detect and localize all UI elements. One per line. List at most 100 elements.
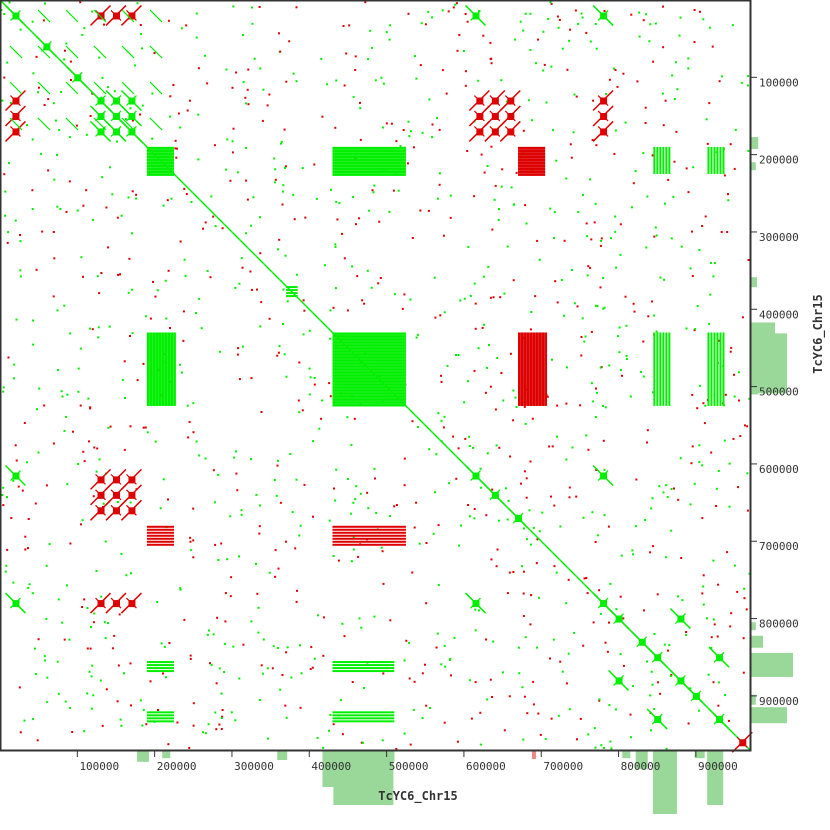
noise-point	[646, 441, 648, 444]
noise-point	[584, 335, 587, 338]
noise-point	[257, 631, 260, 634]
noise-point	[635, 478, 638, 481]
noise-point	[467, 504, 470, 506]
noise-point	[555, 159, 558, 162]
noise-point	[43, 655, 46, 658]
noise-point	[532, 703, 535, 706]
noise-point	[226, 138, 229, 141]
noise-point	[221, 227, 224, 230]
noise-point	[730, 346, 733, 349]
noise-point	[281, 203, 284, 206]
repeat-block-forward	[707, 146, 725, 174]
noise-point	[3, 173, 6, 176]
noise-point	[662, 491, 665, 494]
noise-point	[151, 92, 154, 95]
noise-point	[93, 612, 96, 615]
noise-point	[443, 721, 446, 724]
cluster-forward	[507, 507, 529, 529]
noise-point	[559, 660, 562, 663]
cluster-reverse	[4, 105, 26, 127]
noise-point	[43, 404, 46, 407]
noise-point	[91, 92, 94, 95]
noise-point	[567, 652, 570, 655]
noise-point	[260, 411, 263, 413]
noise-point	[466, 150, 469, 152]
noise-point	[15, 459, 18, 462]
noise-point	[195, 36, 198, 39]
noise-point	[170, 197, 173, 200]
noise-point	[498, 208, 500, 211]
noise-point	[731, 24, 734, 27]
noise-point	[119, 718, 122, 721]
noise-point	[466, 380, 469, 383]
noise-point	[443, 311, 446, 314]
noise-point	[640, 370, 642, 373]
noise-point	[241, 266, 244, 269]
noise-point	[19, 234, 22, 236]
noise-point	[66, 584, 68, 587]
noise-point	[698, 709, 700, 712]
noise-point	[127, 196, 130, 199]
noise-point	[486, 698, 489, 701]
noise-point	[446, 364, 449, 367]
noise-point	[98, 292, 101, 295]
noise-point	[230, 711, 233, 714]
noise-point	[483, 323, 486, 326]
noise-point	[19, 731, 22, 734]
noise-point	[624, 121, 627, 124]
noise-point	[676, 88, 679, 91]
noise-point	[636, 80, 639, 83]
noise-point	[551, 129, 554, 132]
noise-point	[614, 215, 617, 218]
dotplot-marks	[0, 0, 753, 753]
noise-point	[139, 699, 142, 702]
noise-point	[180, 371, 183, 374]
noise-point	[279, 688, 282, 691]
noise-point	[701, 464, 704, 467]
noise-point	[606, 650, 609, 653]
noise-point	[276, 464, 279, 467]
noise-point	[140, 32, 142, 35]
noise-point	[250, 377, 253, 380]
noise-point	[419, 64, 422, 67]
noise-point	[146, 431, 149, 434]
cluster-reverse	[105, 4, 127, 26]
noise-point	[486, 165, 489, 167]
noise-point	[576, 305, 579, 308]
noise-point	[681, 599, 684, 602]
noise-point	[359, 101, 361, 104]
noise-point	[79, 1, 82, 4]
noise-point	[380, 76, 383, 79]
noise-point	[517, 646, 520, 649]
noise-point	[43, 104, 46, 106]
coverage-bar-y	[751, 277, 757, 288]
noise-point	[242, 643, 245, 646]
noise-point	[489, 385, 492, 388]
noise-point	[303, 483, 306, 486]
noise-point	[726, 551, 729, 554]
noise-point	[293, 218, 296, 221]
cluster-forward	[592, 592, 614, 614]
noise-point	[575, 495, 578, 498]
noise-point	[692, 166, 695, 169]
noise-point	[352, 95, 355, 98]
noise-point	[696, 305, 699, 307]
noise-point	[144, 426, 147, 429]
noise-point	[12, 581, 15, 584]
noise-point	[92, 621, 95, 624]
noise-point	[524, 12, 527, 15]
noise-point	[160, 642, 163, 645]
noise-point	[529, 49, 532, 51]
noise-point	[268, 317, 271, 320]
noise-point	[543, 63, 546, 66]
noise-point	[615, 608, 618, 611]
noise-point	[549, 1, 552, 4]
noise-point	[573, 631, 576, 634]
noise-point	[80, 256, 83, 259]
noise-point	[252, 196, 255, 199]
noise-point	[107, 622, 109, 625]
noise-point	[299, 524, 302, 527]
noise-point	[733, 395, 736, 398]
noise-point	[123, 360, 126, 363]
noise-point	[550, 2, 553, 5]
